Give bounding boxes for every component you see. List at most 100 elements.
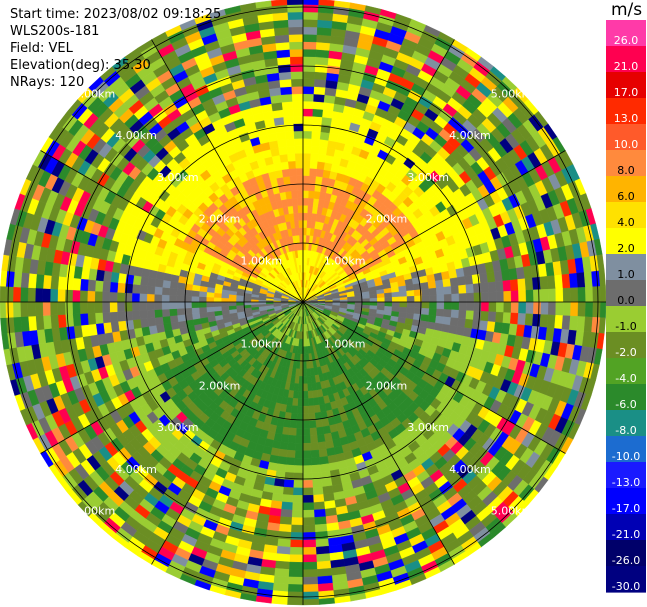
velocity-gate bbox=[64, 289, 73, 303]
velocity-gate bbox=[117, 272, 127, 284]
velocity-gate bbox=[163, 322, 173, 332]
velocity-gate bbox=[376, 293, 385, 299]
velocity-gate bbox=[289, 56, 304, 65]
velocity-gate bbox=[555, 288, 564, 303]
velocity-gate bbox=[272, 12, 289, 22]
velocity-gate bbox=[314, 78, 327, 88]
velocity-gate bbox=[302, 145, 312, 154]
velocity-gate bbox=[286, 598, 304, 606]
velocity-gate bbox=[289, 41, 304, 50]
range-ring-label: 2.00km bbox=[199, 379, 241, 392]
velocity-gate bbox=[102, 311, 111, 324]
velocity-gate bbox=[384, 292, 393, 298]
velocity-gate bbox=[287, 19, 304, 28]
velocity-gate bbox=[429, 301, 438, 310]
velocity-gate bbox=[308, 190, 315, 199]
velocity-gate bbox=[176, 314, 186, 323]
velocity-gate bbox=[524, 277, 534, 291]
velocity-gate bbox=[302, 138, 312, 147]
velocity-gate bbox=[311, 130, 322, 140]
velocity-gate bbox=[591, 270, 601, 288]
velocity-gate bbox=[296, 175, 304, 184]
range-ring-label: 3.00km bbox=[407, 421, 449, 434]
velocity-gate bbox=[450, 309, 460, 319]
velocity-gate bbox=[271, 0, 288, 7]
velocity-gate bbox=[310, 457, 321, 466]
velocity-gate bbox=[162, 315, 171, 325]
velocity-gate bbox=[458, 284, 467, 295]
velocity-gate bbox=[532, 313, 541, 328]
velocity-gate bbox=[302, 554, 317, 563]
velocity-gate bbox=[317, 441, 327, 451]
velocity-gate bbox=[310, 145, 320, 155]
velocity-gate bbox=[295, 234, 301, 244]
velocity-gate bbox=[273, 19, 289, 29]
velocity-gate bbox=[302, 4, 319, 13]
velocity-gate bbox=[302, 487, 314, 496]
velocity-gate bbox=[273, 116, 285, 126]
velocity-gate bbox=[0, 301, 7, 319]
velocity-gate bbox=[295, 435, 304, 444]
velocity-gate bbox=[442, 278, 452, 288]
velocity-gate bbox=[405, 284, 415, 292]
velocity-gate bbox=[312, 397, 320, 406]
velocity-gate bbox=[299, 242, 304, 251]
colorbar-tick-label: 0.0 bbox=[617, 294, 635, 307]
velocity-gate bbox=[313, 93, 326, 103]
velocity-gate bbox=[314, 516, 327, 526]
range-ring-label: 4.00km bbox=[449, 463, 491, 476]
velocity-gate bbox=[302, 167, 311, 176]
velocity-gate bbox=[299, 234, 304, 243]
velocity-gate bbox=[290, 532, 304, 541]
velocity-gate bbox=[443, 286, 452, 295]
velocity-gate bbox=[316, 560, 332, 570]
velocity-gate bbox=[277, 56, 291, 66]
velocity-gate bbox=[176, 301, 185, 309]
velocity-gate bbox=[102, 280, 111, 293]
velocity-gate bbox=[191, 301, 200, 309]
velocity-gate bbox=[570, 287, 579, 303]
velocity-gate bbox=[302, 63, 316, 72]
velocity-gate bbox=[466, 292, 475, 303]
velocity-gate bbox=[458, 301, 467, 311]
velocity-gate bbox=[322, 425, 332, 435]
velocity-gate bbox=[146, 285, 156, 295]
velocity-gate bbox=[220, 297, 229, 303]
velocity-gate bbox=[297, 398, 304, 407]
velocity-gate bbox=[57, 314, 67, 328]
velocity-gate bbox=[287, 442, 296, 451]
velocity-gate bbox=[314, 64, 329, 73]
velocity-gate bbox=[280, 508, 293, 518]
velocity-gate bbox=[213, 297, 222, 303]
velocity-gate bbox=[576, 316, 586, 332]
velocity-gate bbox=[206, 296, 215, 303]
velocity-gate bbox=[198, 306, 208, 314]
velocity-gate bbox=[302, 115, 313, 124]
velocity-gate bbox=[398, 285, 407, 293]
velocity-gate bbox=[307, 390, 314, 399]
velocity-gate bbox=[302, 405, 310, 414]
velocity-gate bbox=[176, 295, 185, 303]
velocity-gate bbox=[289, 420, 298, 429]
velocity-gate bbox=[79, 290, 88, 303]
velocity-gate bbox=[295, 160, 304, 169]
velocity-gate bbox=[277, 138, 287, 148]
velocity-gate bbox=[199, 311, 208, 319]
colorbar-tick-label: -6.0 bbox=[615, 398, 636, 411]
velocity-gate bbox=[13, 271, 23, 288]
velocity-gate bbox=[42, 301, 51, 316]
velocity-gate bbox=[287, 160, 297, 170]
velocity-gate bbox=[154, 286, 163, 295]
velocity-gate bbox=[287, 591, 304, 600]
velocity-gate bbox=[302, 480, 313, 489]
velocity-gate bbox=[479, 272, 489, 284]
colorbar-tick-label: 4.0 bbox=[617, 216, 635, 229]
velocity-gate bbox=[307, 397, 315, 407]
velocity-gate bbox=[285, 138, 296, 147]
velocity-gate bbox=[291, 517, 304, 526]
velocity-gate bbox=[306, 375, 312, 384]
velocity-gate bbox=[302, 108, 314, 117]
velocity-gate bbox=[546, 314, 556, 329]
velocity-gate bbox=[347, 299, 356, 303]
velocity-gate bbox=[302, 539, 317, 548]
